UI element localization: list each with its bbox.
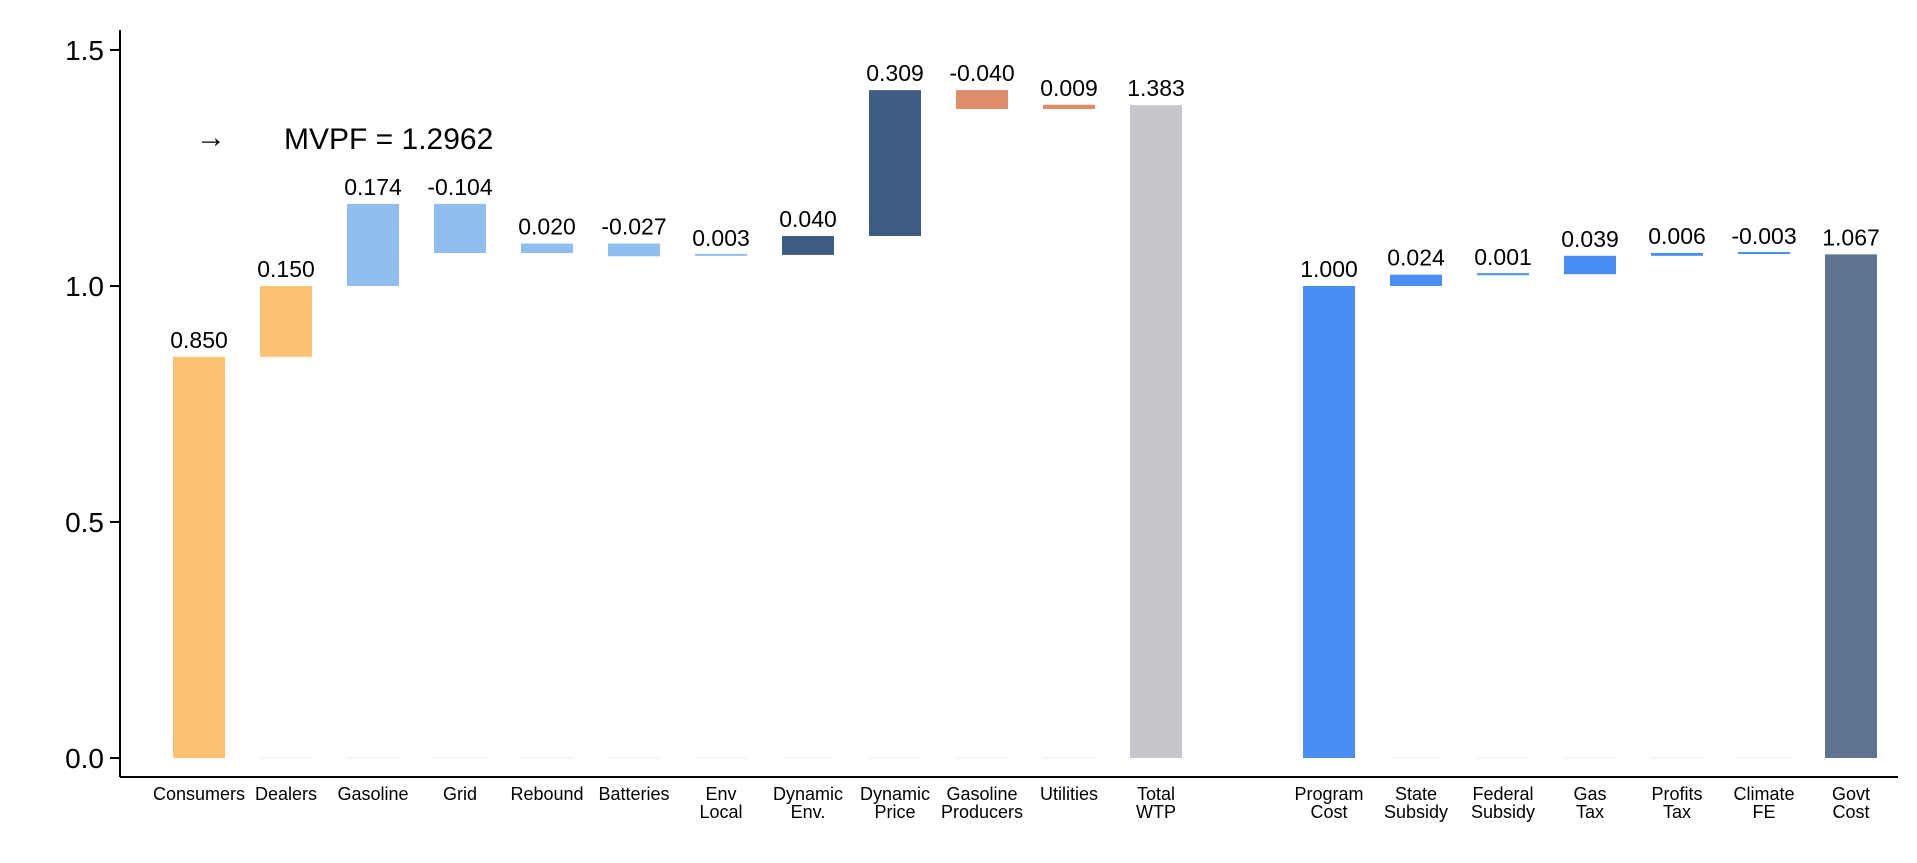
arrow-icon: → bbox=[196, 121, 226, 154]
bar bbox=[347, 203, 399, 286]
data-label: 0.850 bbox=[170, 327, 228, 353]
x-tick-label: Subsidy bbox=[1384, 802, 1448, 822]
x-tick-label: Program bbox=[1294, 784, 1363, 804]
bar bbox=[1825, 254, 1877, 758]
x-tick-label: Total bbox=[1137, 784, 1175, 804]
bar bbox=[260, 286, 312, 357]
bar bbox=[1738, 251, 1790, 254]
y-tick-label: 1.0 bbox=[65, 271, 104, 302]
x-tick-label: Consumers bbox=[153, 784, 245, 804]
bar bbox=[956, 90, 1008, 109]
x-tick-label: State bbox=[1395, 784, 1437, 804]
data-label: 0.150 bbox=[257, 256, 315, 282]
bar bbox=[608, 243, 660, 257]
x-tick-label: Env bbox=[705, 784, 736, 804]
data-label: -0.027 bbox=[601, 214, 666, 240]
bar bbox=[434, 203, 486, 253]
bar bbox=[1477, 273, 1529, 276]
data-label: 0.020 bbox=[518, 214, 576, 240]
x-tick-label: Gasoline bbox=[337, 784, 408, 804]
bar bbox=[173, 356, 225, 758]
bar bbox=[1390, 274, 1442, 286]
bars bbox=[173, 90, 1877, 759]
x-tick-label: WTP bbox=[1136, 802, 1176, 822]
data-label: 0.174 bbox=[344, 174, 402, 200]
x-tick-label: Gas bbox=[1573, 784, 1606, 804]
x-tick-label: Cost bbox=[1832, 802, 1869, 822]
bar bbox=[521, 243, 573, 253]
x-tick-label: Tax bbox=[1663, 802, 1691, 822]
x-tick-label: Batteries bbox=[598, 784, 669, 804]
x-tick-label: Gasoline bbox=[946, 784, 1017, 804]
data-label: 0.006 bbox=[1648, 223, 1706, 249]
bar bbox=[1043, 104, 1095, 109]
x-tick-label: Rebound bbox=[510, 784, 583, 804]
bar bbox=[1564, 255, 1616, 275]
x-tick-label: Price bbox=[874, 802, 915, 822]
data-label: 1.067 bbox=[1822, 224, 1880, 250]
x-tick-label: Grid bbox=[443, 784, 477, 804]
x-tick-label: Dynamic bbox=[860, 784, 930, 804]
data-label: -0.040 bbox=[949, 60, 1014, 86]
x-tick-label: Env. bbox=[791, 802, 826, 822]
y-tick-label: 0.0 bbox=[65, 743, 104, 774]
x-tick-label: FE bbox=[1752, 802, 1775, 822]
data-label: 0.309 bbox=[866, 60, 924, 86]
x-tick-label: Profits bbox=[1651, 784, 1702, 804]
data-label: 0.039 bbox=[1561, 226, 1619, 252]
mvpf-label: MVPF = 1.2962 bbox=[284, 123, 493, 156]
bar bbox=[1303, 286, 1355, 758]
x-tick-label: Federal bbox=[1472, 784, 1533, 804]
bar bbox=[869, 90, 921, 236]
y-tick-label: 1.5 bbox=[65, 35, 104, 66]
x-tick-label: Producers bbox=[941, 802, 1023, 822]
data-label: 0.024 bbox=[1387, 245, 1445, 271]
x-tick-label: Climate bbox=[1733, 784, 1794, 804]
x-tick-label: Utilities bbox=[1040, 784, 1098, 804]
bar bbox=[695, 253, 747, 256]
x-tick-label: Govt bbox=[1832, 784, 1870, 804]
y-tick-label: 0.5 bbox=[65, 507, 104, 538]
x-tick-label: Local bbox=[699, 802, 742, 822]
data-label: 0.009 bbox=[1040, 75, 1098, 101]
data-label: -0.003 bbox=[1731, 223, 1796, 249]
x-tick-label: Dealers bbox=[255, 784, 317, 804]
bar bbox=[1130, 105, 1182, 758]
x-tick-label: Cost bbox=[1310, 802, 1347, 822]
bar bbox=[1651, 252, 1703, 256]
data-label: 0.001 bbox=[1474, 244, 1532, 270]
data-label: 1.000 bbox=[1300, 256, 1358, 282]
bar bbox=[782, 235, 834, 255]
x-tick-label: Dynamic bbox=[773, 784, 843, 804]
data-label: 0.040 bbox=[779, 206, 837, 232]
axes: 0.0 0.5 1.0 1.5 bbox=[65, 30, 1898, 778]
x-tick-label: Subsidy bbox=[1471, 802, 1535, 822]
labels: 0.850 Consumers 0.150 Dealers 0.174 Gasoline -… bbox=[153, 60, 1880, 822]
x-tick-label: Tax bbox=[1576, 802, 1604, 822]
data-label: 1.383 bbox=[1127, 75, 1185, 101]
mvpf-annotation: → MVPF = 1.2962 bbox=[196, 121, 493, 156]
data-label: 0.003 bbox=[692, 225, 750, 251]
data-label: -0.104 bbox=[427, 174, 492, 200]
